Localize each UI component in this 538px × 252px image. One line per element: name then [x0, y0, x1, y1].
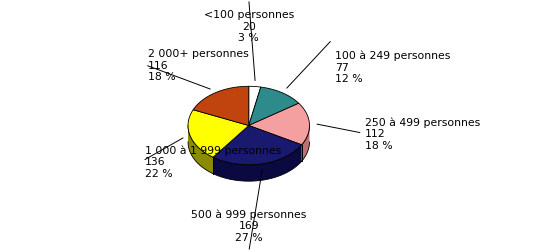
Text: 100 à 249 personnes
77
12 %: 100 à 249 personnes 77 12 % [335, 50, 450, 84]
Polygon shape [188, 126, 213, 174]
Polygon shape [249, 87, 261, 126]
Text: 2 000+ personnes
116
18 %: 2 000+ personnes 116 18 % [147, 49, 249, 82]
Polygon shape [213, 126, 302, 165]
Polygon shape [249, 104, 309, 145]
Polygon shape [249, 88, 299, 126]
Text: <100 personnes
20
3 %: <100 personnes 20 3 % [204, 10, 294, 43]
Polygon shape [302, 126, 309, 162]
Text: 500 à 999 personnes
169
27 %: 500 à 999 personnes 169 27 % [191, 208, 307, 242]
Text: 1 000 à 1 999 personnes
136
22 %: 1 000 à 1 999 personnes 136 22 % [145, 144, 281, 178]
Polygon shape [213, 145, 302, 181]
Polygon shape [188, 110, 249, 158]
Text: 250 à 499 personnes
112
18 %: 250 à 499 personnes 112 18 % [365, 117, 480, 150]
Polygon shape [193, 87, 249, 126]
